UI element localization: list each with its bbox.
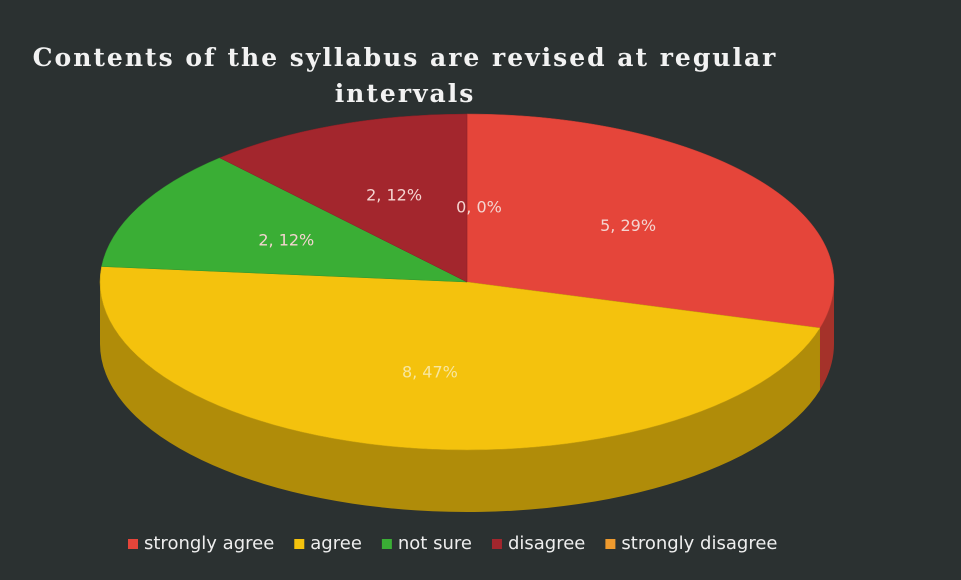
legend: strongly agree agree not sure disagree stron… — [128, 533, 777, 554]
data-label: 0, 0% — [456, 198, 502, 217]
legend-label: disagree — [508, 533, 585, 554]
legend-label: strongly agree — [144, 533, 274, 554]
legend-swatch — [128, 539, 138, 549]
legend-label: agree — [310, 533, 362, 554]
data-label: 2, 12% — [366, 185, 422, 204]
chart-title: Contents of the syllabus are revised at … — [32, 43, 778, 108]
legend-label: strongly disagree — [621, 533, 777, 554]
slice — [466, 113, 835, 329]
slice-side — [100, 282, 820, 512]
slice — [219, 113, 468, 283]
data-label: 8, 47% — [402, 362, 458, 381]
slice — [99, 266, 821, 451]
legend-swatch — [605, 539, 616, 549]
legend-label: not sure — [398, 533, 472, 554]
data-label: 2, 12% — [258, 230, 314, 249]
slice-side — [819, 282, 834, 390]
legend-swatch — [294, 539, 305, 549]
slice — [101, 157, 468, 283]
legend-swatch — [491, 539, 502, 549]
legend-swatch — [381, 539, 392, 549]
data-label: 5, 29% — [600, 216, 656, 235]
